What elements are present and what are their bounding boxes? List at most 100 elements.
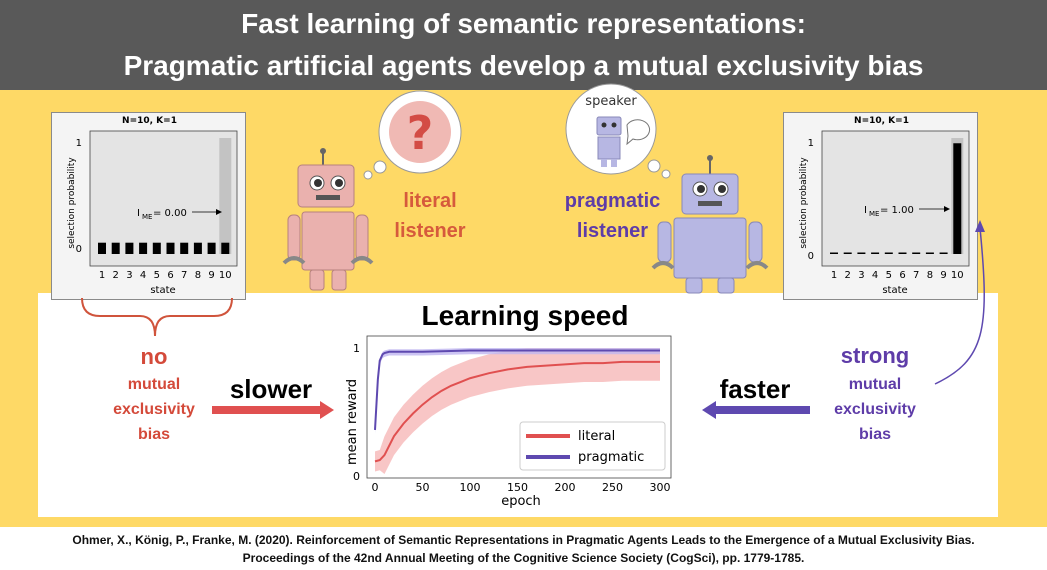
left-xtick-1: 1	[99, 270, 105, 281]
right-ytick-0: 0	[808, 251, 814, 262]
left-no-label: no	[140, 344, 168, 369]
question-mark-icon: ?	[407, 106, 434, 160]
left-bar-10	[221, 242, 230, 254]
slower-label: slower	[229, 374, 313, 404]
right-bias-label: bias	[858, 426, 891, 443]
right-ylabel: selection probability	[799, 157, 809, 249]
right-bar-7	[912, 252, 921, 254]
left-xlabel: state	[150, 285, 175, 296]
series-line-pragmatic	[374, 349, 660, 430]
lc-xtick-250: 250	[602, 481, 623, 494]
lc-legend-pragmatic: pragmatic	[578, 450, 644, 465]
right-curved-arrow	[934, 227, 985, 385]
left-xtick-8: 8	[195, 270, 201, 281]
pragmatic-selection-plot: N=10, K=1 1 0 1 2 3 4 5 6 7 8 9 10 selection prob…	[783, 112, 978, 300]
title-banner: Fast learning of semantic representation…	[0, 0, 1047, 90]
right-exclusivity-label: exclusivity	[834, 401, 916, 418]
right-bar-6	[898, 252, 907, 254]
lc-ytick-1: 1	[353, 342, 360, 355]
right-xlabel: state	[882, 285, 907, 296]
left-bar-1	[98, 242, 106, 254]
literal-robot-illustration: ?	[282, 90, 462, 291]
right-bar-4	[871, 252, 880, 254]
slower-arrow-head	[320, 401, 334, 419]
series-line-literal	[374, 360, 660, 463]
right-xtick-9: 9	[940, 270, 946, 281]
faster-label: faster	[719, 374, 791, 404]
right-ime-value: = 1.00	[880, 205, 914, 216]
right-xtick-3: 3	[858, 270, 864, 281]
pragmatic-label-1: pragmatic	[564, 190, 661, 212]
lc-xtick-100: 100	[460, 481, 481, 494]
left-bar-2	[111, 242, 120, 254]
literal-selection-plot: N=10, K=1 1 0 1 2 3 4 5 6 7 8 9 10 selection prob…	[51, 112, 246, 300]
citation-footer: Ohmer, X., König, P., Franke, M. (2020).…	[0, 527, 1047, 570]
left-xtick-4: 4	[140, 270, 146, 281]
right-ime-prefix: I	[864, 205, 867, 216]
left-plot-svg: 1 0 1 2 3 4 5 6 7 8 9 10 selection probability st…	[67, 130, 238, 296]
right-ime-sub: ME	[869, 210, 879, 218]
question-bubble-disc	[389, 101, 451, 163]
lc-ytick-0: 0	[353, 470, 360, 483]
right-bar-3	[857, 252, 866, 254]
left-ytick-1: 1	[76, 138, 82, 149]
pragmatic-robot-illustration: speaker	[565, 83, 769, 294]
lc-xtick-50: 50	[416, 481, 430, 494]
left-bar-9	[207, 242, 216, 254]
left-ime-value: = 0.00	[153, 208, 187, 219]
slower-arrow-shaft	[212, 406, 322, 414]
left-xtick-6: 6	[167, 270, 173, 281]
right-ytick-1: 1	[808, 138, 814, 149]
left-exclusivity-label: exclusivity	[113, 401, 195, 418]
right-xtick-8: 8	[927, 270, 933, 281]
lc-xtick-0: 0	[372, 481, 379, 494]
faster-arrow-head	[702, 401, 716, 419]
learning-speed-title: Learning speed	[421, 300, 629, 331]
left-plot-title: N=10, K=1	[122, 116, 177, 126]
right-mutual-label: mutual	[848, 376, 902, 393]
left-ylabel: selection probability	[67, 157, 77, 249]
lc-xtick-150: 150	[507, 481, 528, 494]
right-xtick-1: 1	[831, 270, 837, 281]
right-bar-8	[925, 252, 934, 254]
left-bar-3	[125, 242, 134, 254]
literal-variance-band	[375, 348, 660, 474]
left-bias-label: bias	[137, 426, 170, 443]
right-bar-5	[884, 252, 893, 254]
learning-curve-chart: 0 50 100 150 200 250 300 1 0 mean reward epoch…	[345, 335, 672, 509]
right-strong-label: strong	[840, 343, 910, 368]
faster-arrow-shaft	[714, 406, 810, 414]
citation-line-1: Ohmer, X., König, P., Franke, M. (2020).…	[72, 533, 975, 547]
left-bar-6	[166, 242, 175, 254]
right-bar-9	[939, 252, 948, 254]
left-xtick-9: 9	[208, 270, 214, 281]
pragmatic-robot-body	[673, 217, 747, 279]
lc-xlabel: epoch	[501, 494, 541, 509]
left-ytick-0: 0	[76, 244, 82, 255]
lc-xtick-300: 300	[650, 481, 671, 494]
title-line-2: Pragmatic artificial agents develop a mu…	[123, 50, 924, 81]
left-brace	[81, 297, 233, 337]
left-bar-7	[180, 242, 189, 254]
right-plot-title: N=10, K=1	[854, 116, 909, 126]
lc-ylabel: mean reward	[345, 379, 360, 465]
literal-robot-body	[301, 211, 355, 271]
left-bar-5	[152, 242, 161, 254]
left-ime-sub: ME	[142, 213, 152, 221]
right-xtick-10: 10	[951, 270, 964, 281]
literal-label-1: literal	[403, 190, 457, 212]
left-xtick-7: 7	[181, 270, 187, 281]
lc-xtick-200: 200	[555, 481, 576, 494]
left-highlight-bar	[219, 138, 232, 254]
pragmatic-label-2: listener	[576, 220, 649, 242]
left-xtick-5: 5	[154, 270, 160, 281]
right-xtick-5: 5	[886, 270, 892, 281]
title-line-1: Fast learning of semantic representation…	[241, 8, 806, 39]
left-xtick-3: 3	[126, 270, 132, 281]
right-xtick-6: 6	[899, 270, 905, 281]
left-mutual-label: mutual	[127, 376, 181, 393]
left-bar-8	[193, 242, 202, 254]
right-xtick-2: 2	[845, 270, 851, 281]
right-bar-2	[843, 252, 852, 254]
